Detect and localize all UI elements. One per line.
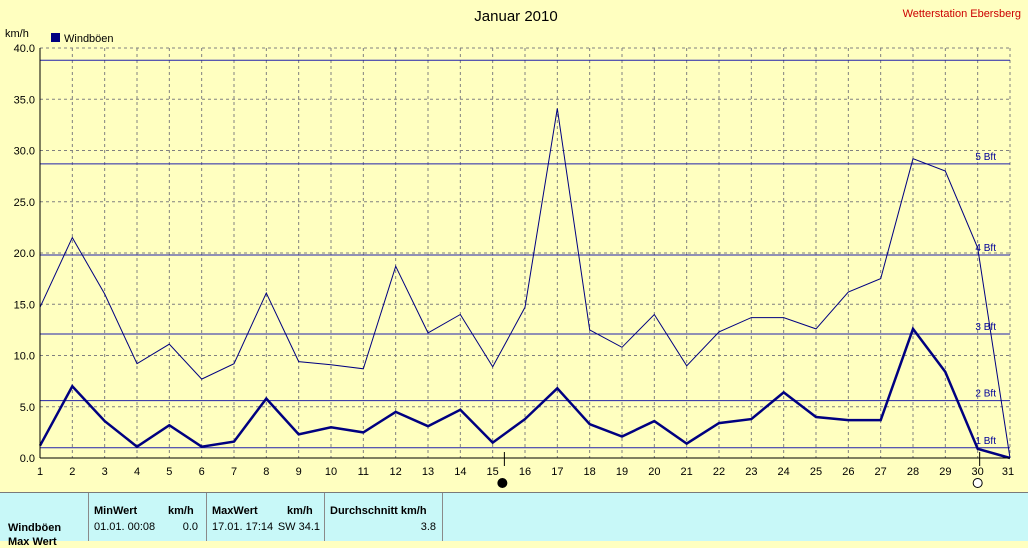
x-tick-label: 9 bbox=[296, 466, 302, 478]
axes bbox=[39, 48, 1010, 459]
max-unit: km/h bbox=[287, 505, 313, 517]
x-tick-label: 8 bbox=[263, 466, 269, 478]
legend: Windböen bbox=[51, 33, 114, 45]
x-tick-label: 1 bbox=[37, 466, 43, 478]
y-tick-label: 20.0 bbox=[14, 248, 35, 260]
stats-divider bbox=[206, 493, 207, 541]
x-tick-label: 25 bbox=[810, 466, 822, 478]
x-tick-label: 5 bbox=[166, 466, 172, 478]
y-tick-label: 25.0 bbox=[14, 197, 35, 209]
x-tick-label: 17 bbox=[551, 466, 563, 478]
avg-header: Durchschnitt km/h bbox=[330, 505, 427, 517]
x-tick-label: 22 bbox=[713, 466, 725, 478]
x-tick-label: 12 bbox=[390, 466, 402, 478]
beaufort-label: 2 Bft bbox=[975, 389, 996, 400]
y-axis-unit: km/h bbox=[5, 28, 29, 40]
min-datetime: 01.01. 00:08 bbox=[94, 521, 156, 533]
max-value: SW 34.1 bbox=[277, 521, 320, 533]
y-tick-label: 15.0 bbox=[14, 299, 35, 311]
x-tick-label: 14 bbox=[454, 466, 466, 478]
x-tick-label: 28 bbox=[907, 466, 919, 478]
stats-divider bbox=[442, 493, 443, 541]
beaufort-label: 1 Bft bbox=[975, 436, 996, 447]
moon-markers bbox=[497, 452, 983, 488]
stats-row2-label: Max Wert bbox=[8, 536, 57, 548]
y-tick-label: 40.0 bbox=[14, 43, 35, 55]
beaufort-lines: 1 Bft 2 Bft 3 Bft 4 Bft 5 Bft bbox=[40, 59, 1010, 449]
y-tick-labels: 0.0 5.0 10.0 15.0 20.0 25.0 30.0 35.0 40.0 bbox=[14, 43, 35, 465]
windboeen-secondary-line bbox=[39, 108, 1011, 459]
x-tick-label: 26 bbox=[842, 466, 854, 478]
x-tick-label: 7 bbox=[231, 466, 237, 478]
x-tick-label: 19 bbox=[616, 466, 628, 478]
x-tick-label: 18 bbox=[584, 466, 596, 478]
legend-label: Windböen bbox=[64, 33, 114, 45]
x-tick-label: 6 bbox=[199, 466, 205, 478]
chart-title: Januar 2010 bbox=[474, 8, 557, 25]
y-tick-label: 0.0 bbox=[20, 453, 35, 465]
stats-divider bbox=[88, 493, 89, 541]
x-tick-label: 10 bbox=[325, 466, 337, 478]
avg-value: 3.8 bbox=[420, 521, 436, 533]
series-lines bbox=[38, 108, 1011, 460]
x-tick-label: 21 bbox=[681, 466, 693, 478]
x-tick-label: 16 bbox=[519, 466, 531, 478]
x-tick-label: 4 bbox=[134, 466, 140, 478]
min-unit: km/h bbox=[168, 505, 194, 517]
x-tick-label: 3 bbox=[102, 466, 108, 478]
x-tick-label: 11 bbox=[358, 466, 369, 478]
stats-row-label: Windböen bbox=[8, 522, 62, 534]
y-tick-label: 35.0 bbox=[14, 94, 35, 106]
new-moon-marker bbox=[497, 478, 508, 488]
min-header: MinWert bbox=[94, 505, 138, 517]
windboeen-line bbox=[38, 326, 1011, 460]
max-header: MaxWert bbox=[212, 505, 258, 517]
min-value: 0.0 bbox=[182, 521, 198, 533]
y-tick-label: 5.0 bbox=[20, 402, 35, 414]
x-tick-label: 15 bbox=[487, 466, 499, 478]
y-tick-label: 30.0 bbox=[14, 146, 35, 158]
station-name: Wetterstation Ebersberg bbox=[903, 8, 1021, 20]
full-moon-marker bbox=[972, 478, 983, 488]
x-tick-label: 2 bbox=[69, 466, 75, 478]
x-tick-label: 27 bbox=[875, 466, 887, 478]
chart: Januar 2010 Wetterstation Ebersberg km/h… bbox=[5, 8, 1021, 488]
gridlines bbox=[39, 47, 1011, 459]
x-tick-label: 29 bbox=[939, 466, 951, 478]
beaufort-label: 3 Bft bbox=[975, 322, 996, 333]
max-datetime: 17.01. 17:14 bbox=[212, 521, 274, 533]
stats-panel: MinWert km/h MaxWert km/h Durchschnitt k… bbox=[0, 492, 1028, 548]
x-tick-label: 24 bbox=[778, 466, 790, 478]
x-tick-labels: 1 2 3 4 5 6 7 8 9 10 11 12 13 14 15 16 17 18 19 20 21 22 23 24 2… bbox=[37, 466, 1014, 478]
x-tick-label: 31 bbox=[1002, 466, 1014, 478]
x-tick-label: 20 bbox=[648, 466, 660, 478]
y-tick-label: 10.0 bbox=[14, 351, 35, 363]
x-tick-label: 23 bbox=[745, 466, 757, 478]
stats-divider bbox=[324, 493, 325, 541]
x-tick-label: 30 bbox=[972, 466, 984, 478]
beaufort-label: 5 Bft bbox=[975, 152, 996, 163]
x-tick-label: 13 bbox=[422, 466, 434, 478]
beaufort-label: 4 Bft bbox=[975, 243, 996, 254]
legend-swatch bbox=[51, 33, 60, 42]
